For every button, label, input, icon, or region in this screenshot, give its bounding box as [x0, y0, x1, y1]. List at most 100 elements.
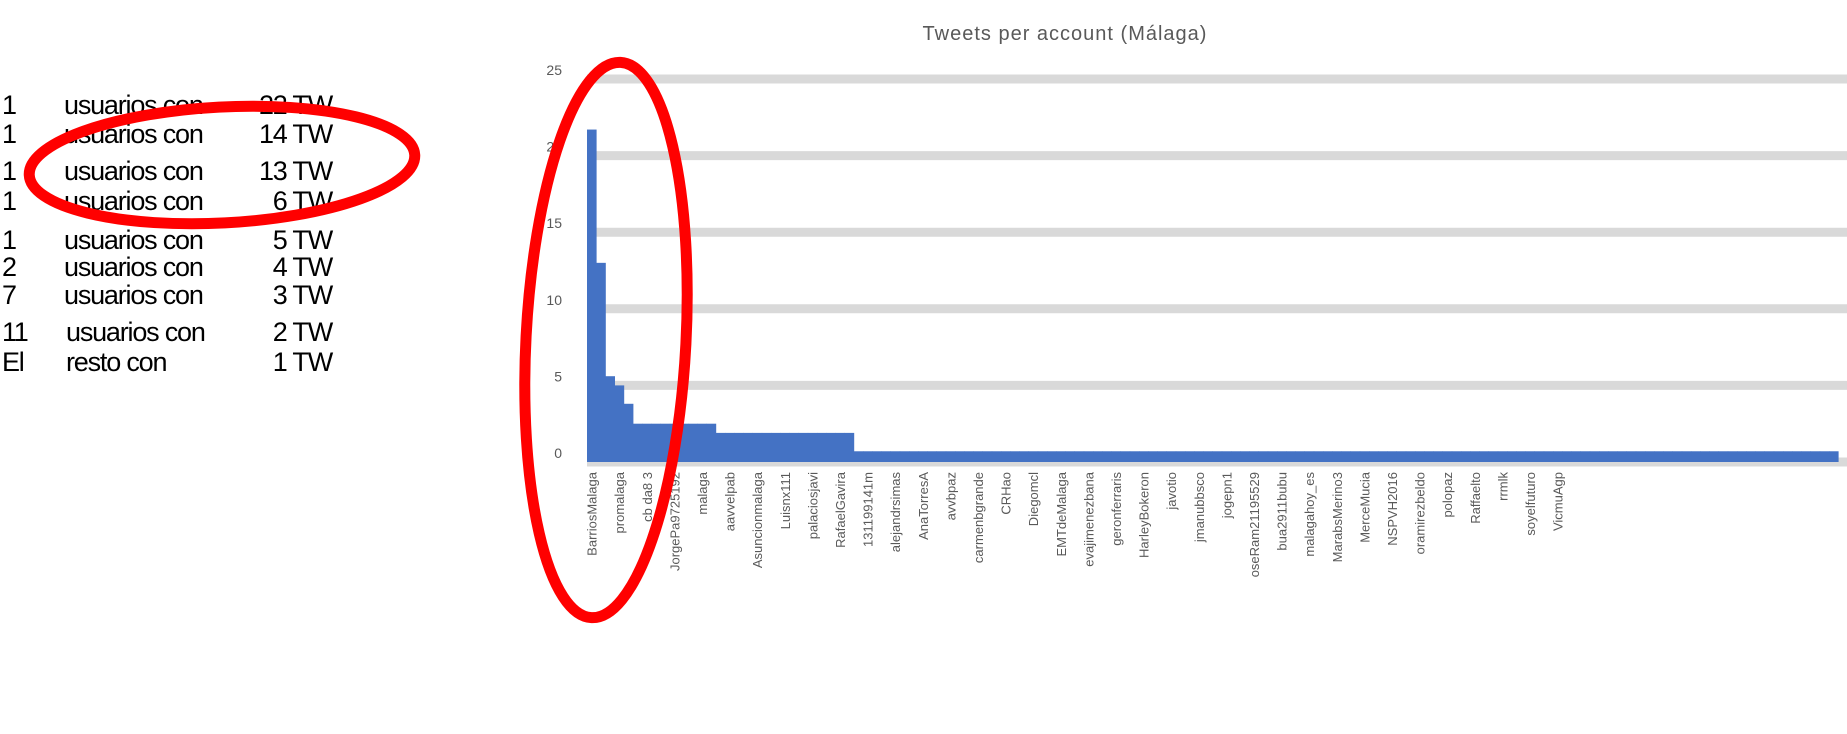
bar	[1396, 451, 1407, 462]
bar	[1175, 451, 1186, 462]
bar	[1479, 451, 1489, 462]
bar	[651, 423, 661, 462]
bar	[1497, 451, 1508, 462]
bar	[1139, 451, 1149, 462]
bar	[1157, 451, 1167, 462]
bar	[743, 432, 753, 462]
bar	[835, 432, 845, 462]
x-tick-label: EMTdeMalaga	[1054, 471, 1069, 556]
bar	[1562, 451, 1572, 462]
bar	[1212, 451, 1223, 462]
bar	[1580, 451, 1591, 462]
bar	[1093, 451, 1103, 462]
x-tick-label: soyelfuturo	[1523, 472, 1538, 536]
line-count: 11	[2, 317, 28, 347]
line-count: 1	[2, 225, 16, 255]
bar	[1240, 451, 1250, 462]
bar	[1295, 451, 1305, 462]
bar	[660, 423, 671, 462]
bar	[679, 423, 689, 462]
bar	[1148, 451, 1158, 462]
chart: Tweets per account (Málaga) 0510152025Ba…	[546, 23, 1847, 577]
bar	[1359, 451, 1370, 462]
line-tw: 5 TW	[273, 225, 334, 255]
bar	[863, 451, 873, 462]
x-tick-label: JorgePa9725192	[667, 472, 682, 571]
bar	[1727, 451, 1738, 462]
bar	[1672, 451, 1683, 462]
bar	[1488, 451, 1499, 462]
line-text: resto con	[66, 347, 166, 377]
bar	[596, 262, 606, 462]
x-tick-label: AnaTorresA	[916, 472, 931, 540]
line-text: usuarios con	[64, 280, 203, 310]
bar	[826, 432, 836, 462]
line-count: 1	[2, 186, 16, 216]
bar	[964, 451, 974, 462]
bar	[752, 432, 763, 462]
bar	[1507, 451, 1517, 462]
line-tw: 14 TW	[259, 119, 334, 149]
line-tw: 2 TW	[273, 317, 334, 347]
line-count: 1	[2, 119, 16, 149]
bar	[936, 451, 947, 462]
bar	[1599, 451, 1609, 462]
bar	[1461, 451, 1471, 462]
bar	[1056, 451, 1066, 462]
bar	[761, 432, 772, 462]
x-tick-label: BarriosMalaga	[585, 471, 600, 556]
line-count: El	[2, 347, 24, 377]
x-tick-label: jogepn1	[1219, 472, 1234, 519]
bar	[1681, 451, 1692, 462]
bar	[798, 432, 809, 462]
bar	[1074, 451, 1085, 462]
bar	[1047, 451, 1057, 462]
bar	[853, 451, 864, 462]
bar	[1470, 451, 1480, 462]
x-tick-label: malaga	[695, 471, 710, 514]
bar	[1764, 451, 1775, 462]
line-text: usuarios con	[64, 156, 203, 186]
bar	[1387, 451, 1397, 462]
bar	[872, 451, 882, 462]
bar	[642, 423, 652, 462]
bar	[771, 432, 781, 462]
line-tw: 1 TW	[273, 347, 334, 377]
bar	[1442, 451, 1453, 462]
bar	[1543, 451, 1554, 462]
x-tick-label: cb da8 3	[640, 472, 655, 522]
x-tick-label: polopaz	[1440, 472, 1455, 518]
summary: 1 usuarios con 22 TW1 usuarios con 14 TW1 usu…	[2, 90, 335, 377]
bar	[991, 451, 1002, 462]
bar	[1516, 451, 1526, 462]
y-tick-label: 5	[554, 368, 562, 384]
x-tick-label: rrmlk	[1495, 472, 1510, 501]
bar	[1028, 451, 1039, 462]
bar	[1718, 451, 1729, 462]
line-text: usuarios con	[64, 225, 203, 255]
line-count: 7	[2, 280, 16, 310]
bar	[1185, 451, 1195, 462]
bar	[1378, 451, 1388, 462]
x-tick-label: VicmuAgp	[1551, 472, 1566, 531]
bar	[706, 423, 717, 462]
line-tw: 3 TW	[273, 280, 334, 310]
x-tick-label: RafaelGavira	[833, 471, 848, 548]
bar	[1221, 451, 1232, 462]
bar	[1433, 451, 1443, 462]
chart-title: Tweets per account (Málaga)	[923, 23, 1208, 45]
bar	[1304, 451, 1315, 462]
bar	[1019, 451, 1029, 462]
bar	[1129, 451, 1140, 462]
bar	[1424, 451, 1434, 462]
bar	[1792, 451, 1802, 462]
x-tick-label: jmanubbsco	[1192, 472, 1207, 543]
bar	[605, 376, 615, 462]
bar	[1194, 451, 1204, 462]
x-tick-label: palaciosjavi	[805, 472, 820, 539]
bar	[1102, 451, 1112, 462]
bar	[1313, 451, 1324, 462]
line-count: 1	[2, 156, 16, 186]
bar	[789, 432, 799, 462]
